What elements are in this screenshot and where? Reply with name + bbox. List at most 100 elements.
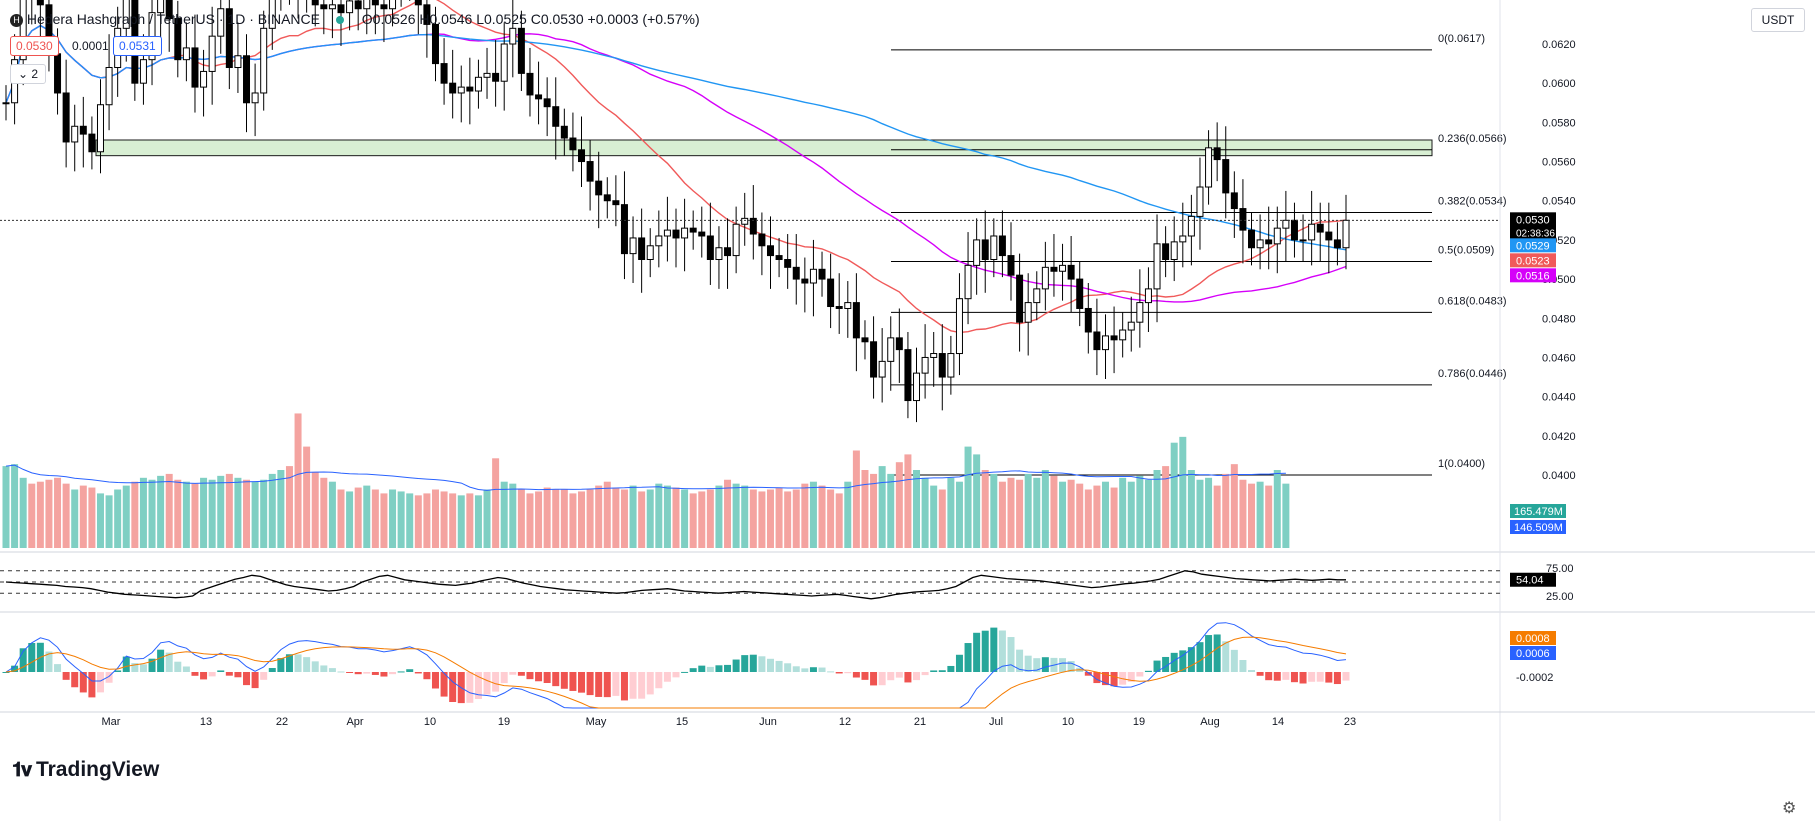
settings-gear-icon[interactable]: ⚙: [1782, 800, 1797, 817]
ohlc-change: +0.0003 (+0.57%): [587, 11, 700, 27]
time-axis-tick: 13: [200, 716, 212, 728]
candle-body: [354, 0, 362, 10]
macd-pane: 0.0008 0.0006 -0.0002: [2, 622, 1556, 709]
candle-body: [1084, 307, 1092, 333]
candle-body: [1282, 219, 1290, 229]
candle: [1093, 298, 1101, 376]
volume-bar: [1101, 481, 1109, 548]
bid-price-button[interactable]: 0.0530: [10, 36, 59, 56]
candle-body: [260, 27, 268, 94]
volume-bar: [466, 493, 474, 548]
candle: [208, 6, 216, 105]
macd-histogram-bar: [517, 672, 525, 676]
candle: [1119, 312, 1127, 358]
macd-histogram-bar: [663, 672, 671, 682]
volume-bar: [122, 485, 130, 548]
candle: [603, 177, 611, 219]
volume-bar: [973, 454, 981, 548]
volume-bar: [28, 483, 36, 548]
candle-body: [208, 35, 216, 72]
candle: [19, 0, 27, 86]
candle-body: [243, 55, 251, 104]
candle: [1127, 296, 1135, 352]
macd-histogram-bar: [998, 630, 1006, 672]
volume-bar: [801, 483, 809, 548]
time-axis-tick: Aug: [1200, 716, 1220, 728]
candle-body: [251, 92, 259, 104]
volume-bar: [681, 489, 689, 548]
candle-body: [784, 259, 792, 268]
volume-bar: [1084, 489, 1092, 548]
candle-body: [1101, 335, 1109, 351]
volume-bar: [96, 493, 104, 548]
macd-histogram-bar: [1333, 672, 1341, 685]
symbol-header[interactable]: H Hedera Hashgraph / TetherUS · 1D · BIN…: [10, 11, 700, 27]
macd-histogram-bar: [105, 672, 113, 683]
volume-bar: [715, 485, 723, 548]
candle-body: [921, 356, 929, 374]
volume-bar: [397, 491, 405, 548]
volume-bar: [105, 495, 113, 548]
candle: [955, 273, 963, 376]
candle: [698, 206, 706, 258]
candle: [409, 0, 411, 1]
ask-price-button[interactable]: 0.0531: [113, 36, 162, 56]
volume-bar: [749, 489, 757, 548]
macd-histogram-bar: [371, 672, 379, 675]
candle-body: [1256, 239, 1264, 249]
volume-bar: [638, 491, 646, 548]
macd-current-label: 0.0006: [1516, 648, 1550, 660]
candle-body: [380, 4, 388, 10]
macd-histogram-bar: [217, 670, 225, 672]
candle: [672, 208, 680, 268]
currency-selector[interactable]: USDT: [1751, 8, 1805, 32]
candle: [431, 6, 439, 82]
candle: [337, 0, 345, 46]
candle-body: [500, 43, 508, 82]
candle: [414, 0, 422, 35]
macd-histogram-bar: [681, 671, 689, 673]
candle-body: [1041, 266, 1049, 290]
macd-histogram-bar: [612, 672, 620, 696]
candle-body: [844, 302, 852, 309]
macd-histogram-bar: [397, 671, 405, 673]
candle-body: [431, 23, 439, 65]
time-axis-tick: 10: [424, 716, 436, 728]
volume-bar: [620, 489, 628, 548]
macd-histogram-bar: [1059, 658, 1067, 672]
indicators-count: 2: [31, 67, 39, 81]
volume-bar: [1205, 477, 1213, 548]
candle: [741, 192, 749, 246]
macd-histogram-bar: [792, 666, 800, 672]
candle-body: [1299, 239, 1307, 242]
candle-body: [552, 106, 560, 127]
candle-body: [638, 237, 646, 260]
candle-body: [835, 306, 843, 309]
candle: [2, 85, 10, 121]
volume-bar: [1179, 436, 1187, 548]
volume-bar: [1007, 477, 1015, 548]
macd-histogram-bar: [913, 672, 921, 681]
time-axis-tick: 15: [676, 716, 688, 728]
price-axis: 0.06200.06000.05800.05600.05400.05200.05…: [1542, 39, 1576, 482]
macd-histogram-bar: [363, 672, 371, 674]
volume-bar: [79, 485, 87, 548]
candle: [165, 0, 173, 52]
candle: [1230, 171, 1238, 238]
candle: [1016, 253, 1024, 352]
candle: [775, 237, 783, 278]
volume-bar: [217, 475, 225, 548]
price-axis-tick: 0.0580: [1542, 117, 1576, 129]
indicators-collapse-button[interactable]: ⌄ 2: [10, 64, 46, 84]
candle: [646, 228, 654, 278]
macd-histogram-bar: [320, 665, 328, 672]
fib-level-label: 0.5(0.0509): [1438, 244, 1494, 256]
candle-body: [930, 353, 938, 358]
volume-bar: [71, 489, 79, 548]
candle-body: [1007, 255, 1015, 276]
candle: [732, 206, 740, 274]
candle-body: [88, 133, 96, 153]
candle: [440, 38, 448, 105]
candle-body: [1205, 147, 1213, 188]
